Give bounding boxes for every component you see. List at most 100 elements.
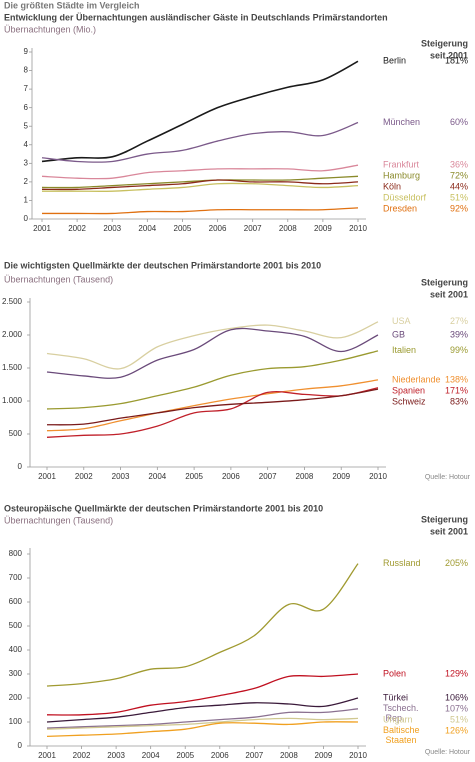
y-axis-label: Übernachtungen (Tausend) — [4, 274, 113, 284]
legend-label: Polen — [383, 668, 406, 678]
chart-title: Die größten Städte im Vergleich — [4, 0, 140, 10]
y-tick-label: 500 — [9, 429, 23, 438]
growth-header: seit 2001 — [430, 526, 468, 536]
series-line — [46, 350, 379, 410]
x-tick-label: 2001 — [33, 224, 51, 233]
legend-label: Dresden — [383, 204, 417, 214]
x-tick-label: 2005 — [176, 751, 194, 760]
x-tick-label: 2001 — [38, 472, 56, 481]
legend-label: Baltische Staaten — [383, 725, 420, 745]
x-tick-label: 2003 — [103, 224, 121, 233]
growth-label: 83% — [450, 396, 468, 406]
y-tick-label: 2.500 — [2, 297, 23, 306]
series-line — [46, 388, 379, 426]
source: Quelle: Hotour — [425, 749, 471, 756]
series-line — [46, 379, 379, 432]
legend-label: Niederlande — [392, 374, 441, 384]
x-tick-label: 2002 — [75, 472, 93, 481]
x-tick-label: 2009 — [314, 224, 332, 233]
y-tick-label: 800 — [9, 549, 23, 558]
y-tick-label: 7 — [24, 84, 29, 93]
chart-title: Osteuropäische Quellmärkte der deutschen… — [4, 503, 323, 513]
series-line — [46, 673, 359, 716]
x-tick-label: 2004 — [148, 472, 166, 481]
growth-label: 126% — [445, 725, 468, 735]
chart-title: Die wichtigsten Quellmärkte der deutsche… — [4, 260, 321, 270]
y-tick-label: 400 — [9, 645, 23, 654]
legend-label: Tschech. Rep. — [383, 703, 419, 723]
y-tick-label: 200 — [9, 693, 23, 702]
series-line — [41, 121, 359, 163]
x-tick-label: 2008 — [279, 224, 297, 233]
y-tick-label: 1.500 — [2, 363, 23, 372]
y-tick-label: 2 — [24, 177, 29, 186]
y-tick-label: 6 — [24, 103, 29, 112]
growth-header: Steigerung — [421, 277, 468, 287]
x-tick-label: 2004 — [142, 751, 160, 760]
x-tick-label: 2010 — [349, 751, 367, 760]
growth-label: 39% — [450, 329, 468, 339]
growth-label: 27% — [450, 316, 468, 326]
y-tick-label: 2.000 — [2, 330, 23, 339]
x-tick-label: 2007 — [244, 224, 262, 233]
y-tick-label: 9 — [24, 47, 29, 56]
x-tick-label: 2008 — [280, 751, 298, 760]
series-line — [42, 182, 359, 192]
series-line — [46, 717, 359, 730]
series-line — [46, 387, 379, 438]
legend-label: Düsseldorf — [383, 193, 427, 203]
y-tick-label: 700 — [9, 573, 23, 582]
growth-label: 106% — [445, 692, 468, 702]
growth-label: 138% — [445, 374, 468, 384]
growth-header: Steigerung — [421, 514, 468, 524]
growth-label: 107% — [445, 703, 468, 713]
series-line — [46, 721, 359, 738]
growth-label: 51% — [450, 714, 468, 724]
chart-subtitle: Entwicklung der Übernachtungen ausländis… — [4, 12, 388, 22]
series-line — [46, 697, 359, 723]
legend-label: Ungarn — [383, 714, 413, 724]
growth-label: 181% — [445, 56, 468, 66]
y-tick-label: 500 — [9, 621, 23, 630]
y-axis-label: Übernachtungen (Mio.) — [4, 24, 96, 34]
growth-header: seit 2001 — [430, 289, 468, 299]
legend-label: Berlin — [383, 56, 406, 66]
legend-label: Russland — [383, 558, 421, 568]
series-line — [42, 207, 359, 215]
x-tick-label: 2003 — [107, 751, 125, 760]
legend-label: Köln — [383, 182, 401, 192]
x-tick-label: 2009 — [315, 751, 333, 760]
x-tick-label: 2002 — [73, 751, 91, 760]
x-tick-label: 2005 — [174, 224, 192, 233]
growth-label: 129% — [445, 668, 468, 678]
legend-label: München — [383, 117, 420, 127]
growth-header: seit 2001 — [430, 50, 468, 60]
series-line — [46, 708, 359, 729]
legend-label: Spanien — [392, 385, 425, 395]
legend-label: Frankfurt — [383, 160, 420, 170]
x-tick-label: 2005 — [185, 472, 203, 481]
series-line — [41, 179, 359, 191]
growth-label: 51% — [450, 193, 468, 203]
legend-label: Hamburg — [383, 171, 420, 181]
y-tick-label: 0 — [18, 741, 23, 750]
series-line — [41, 164, 359, 180]
y-tick-label: 0 — [24, 214, 29, 223]
growth-label: 60% — [450, 117, 468, 127]
series-line — [46, 321, 379, 370]
x-tick-label: 2009 — [332, 472, 350, 481]
x-tick-label: 2001 — [38, 751, 56, 760]
x-tick-label: 2010 — [369, 472, 387, 481]
x-tick-label: 2010 — [349, 224, 367, 233]
legend-label: Italien — [392, 345, 416, 355]
growth-label: 171% — [445, 385, 468, 395]
x-tick-label: 2004 — [138, 224, 156, 233]
y-tick-label: 5 — [24, 121, 29, 130]
y-tick-label: 600 — [9, 597, 23, 606]
growth-label: 92% — [450, 204, 468, 214]
legend-label: GB — [392, 329, 405, 339]
series-line — [41, 60, 359, 163]
x-tick-label: 2002 — [68, 224, 86, 233]
legend-label: USA — [392, 316, 411, 326]
